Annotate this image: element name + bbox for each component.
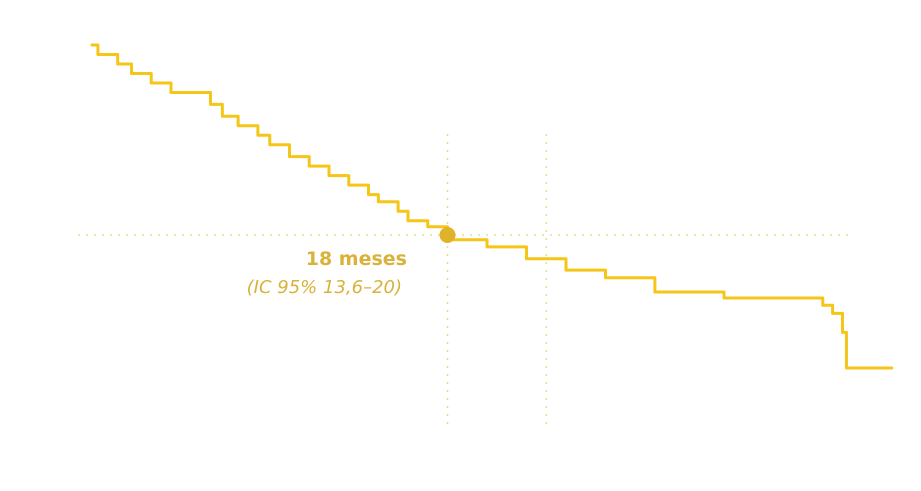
median-annotation: 18 meses (IC 95% 13,6–20): [247, 248, 407, 298]
median-ci-label: (IC 95% 13,6–20): [247, 277, 402, 298]
guide-lines: [78, 134, 848, 430]
median-label: 18 meses: [306, 248, 407, 270]
plot-area: [90, 43, 894, 370]
median-point: [439, 227, 456, 243]
survival-curve: [90, 43, 894, 370]
